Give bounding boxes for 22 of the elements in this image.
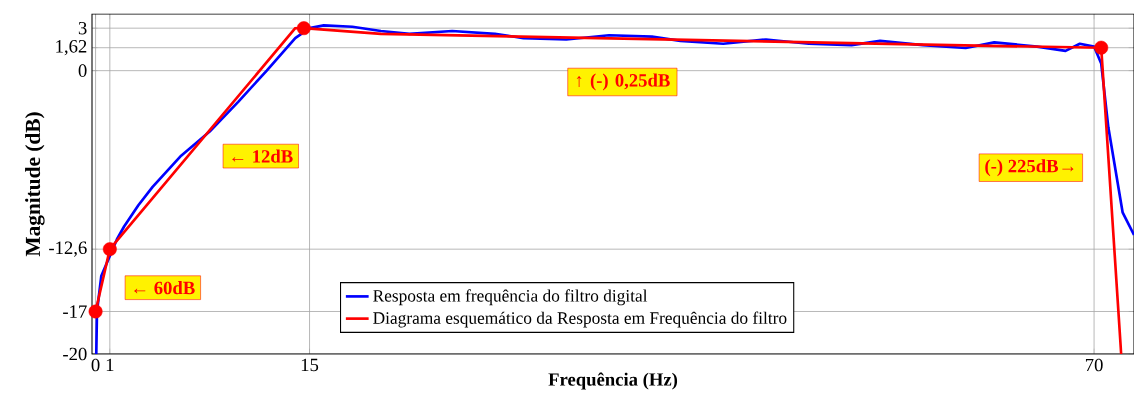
legend-label: Diagrama esquemático da Resposta em Frequência do filtro bbox=[373, 311, 787, 328]
y-tick-label: 0 bbox=[78, 64, 87, 77]
x-axis-title: Frequência (Hz) bbox=[548, 372, 678, 390]
point bbox=[1094, 40, 1109, 55]
y-tick-label: 1,62 bbox=[56, 40, 87, 56]
x-tick-label: 0 bbox=[91, 358, 100, 372]
x-tick-label: 15 bbox=[301, 358, 319, 372]
point bbox=[296, 21, 311, 36]
annotation: ← 12dB bbox=[232, 149, 293, 163]
point bbox=[88, 304, 103, 319]
x-tick-label: 70 bbox=[1085, 358, 1103, 372]
y-tick-label: -12,6 bbox=[49, 241, 87, 257]
legend-label: Resposta em frequência do filtro digital bbox=[373, 289, 648, 306]
y-tick-label: 3 bbox=[78, 21, 87, 35]
annotation: (-) 225dB→ bbox=[985, 159, 1074, 177]
annotation: ↑ (-) 0,25dB bbox=[576, 73, 670, 91]
y-tick-label: -20 bbox=[63, 347, 87, 361]
annotation: ← 60dB bbox=[134, 281, 195, 295]
y-tick-label: -17 bbox=[63, 305, 87, 318]
x-tick-label: 1 bbox=[106, 358, 114, 372]
point bbox=[102, 242, 117, 257]
y-axis-title: Magnitude (dB) bbox=[25, 112, 45, 257]
